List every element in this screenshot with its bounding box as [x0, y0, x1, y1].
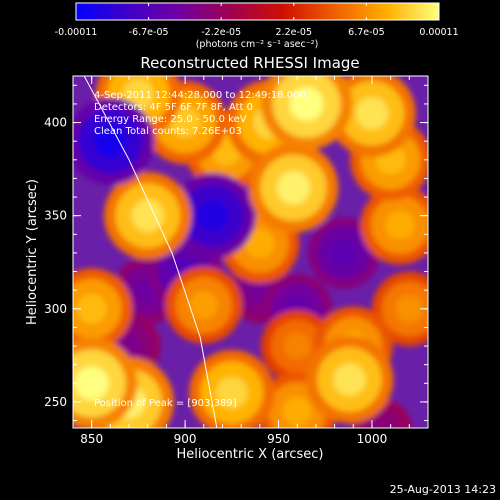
- colorbar-tick-label: -6.7e-05: [129, 27, 169, 38]
- x-tick-label: 950: [267, 432, 290, 446]
- intensity-core: [74, 366, 109, 401]
- x-tick-label: 900: [174, 432, 197, 446]
- intensity-core: [276, 171, 311, 205]
- y-tick-label: 250: [44, 395, 67, 409]
- y-tick-label: 300: [44, 302, 67, 316]
- colorbar: -0.00011 -6.7e-05 -2.2e-05 2.2e-05 6.7e-05 0.…: [55, 2, 459, 50]
- intensity-core: [131, 199, 164, 232]
- y-tick-label: 400: [44, 116, 67, 130]
- colorbar-ticks: -0.00011 -6.7e-05 -2.2e-05 2.2e-05 6.7e-05 0.…: [55, 3, 459, 38]
- intensity-core: [289, 86, 324, 121]
- colorbar-tick-label: 0.00011: [419, 27, 458, 38]
- x-axis: 850 900 950 1000: [80, 76, 410, 446]
- annotation-line: 4-Sep-2011 12:44:28.000 to 12:49:18.000: [94, 90, 306, 101]
- intensity-core: [330, 239, 358, 267]
- intensity-core: [395, 295, 424, 323]
- solar-limb-curve: [83, 76, 218, 428]
- heatmap-image: [73, 76, 428, 428]
- colorbar-tick-label: -0.00011: [55, 27, 98, 38]
- x-tick-label: 850: [80, 432, 103, 446]
- intensity-core: [169, 107, 201, 138]
- intensity-core: [197, 199, 229, 232]
- intensity-core: [189, 290, 218, 320]
- x-axis-label: Heliocentric X (arcsec): [177, 447, 324, 462]
- colorbar-unit-label: (photons cm⁻² s⁻¹ asec⁻²): [196, 39, 319, 50]
- colorbar-tick-label: -2.2e-05: [201, 27, 241, 38]
- intensity-core: [385, 210, 415, 240]
- annotation-line: Detectors: 4F 5F 6F 7F 8F, Att 0: [94, 102, 253, 113]
- intensity-core: [283, 332, 311, 360]
- annotation-line: Energy Range: 25.0 - 50.0 keV: [94, 114, 247, 125]
- y-tick-label: 350: [44, 209, 67, 223]
- annotation-line: Clean Total counts: 7.26E+03: [94, 126, 242, 137]
- intensity-core: [370, 418, 393, 428]
- plot-frame: [72, 75, 429, 429]
- intensity-core: [94, 124, 127, 158]
- timestamp: 25-Aug-2013 14:23: [390, 483, 496, 496]
- intensity-core: [216, 376, 248, 409]
- intensity-core: [282, 396, 312, 426]
- intensity-core: [245, 229, 275, 259]
- intensity-core: [333, 363, 366, 396]
- colorbar-tick-label: 2.2e-05: [276, 27, 312, 38]
- y-axis-label: Heliocentric Y (arcsec): [25, 179, 40, 325]
- colorbar-tick-label: 6.7e-05: [348, 27, 384, 38]
- peak-position-label: Position of Peak = [903,389]: [94, 398, 237, 409]
- annotation-block: 4-Sep-2011 12:44:28.000 to 12:49:18.000D…: [94, 90, 306, 137]
- x-tick-label: 1000: [357, 432, 388, 446]
- chart-title: Reconstructed RHESSI Image: [140, 54, 359, 72]
- y-axis: 250 300 350 400: [44, 84, 428, 422]
- intensity-core: [355, 97, 389, 130]
- colorbar-fill: [75, 2, 440, 21]
- intensity-core: [76, 293, 107, 324]
